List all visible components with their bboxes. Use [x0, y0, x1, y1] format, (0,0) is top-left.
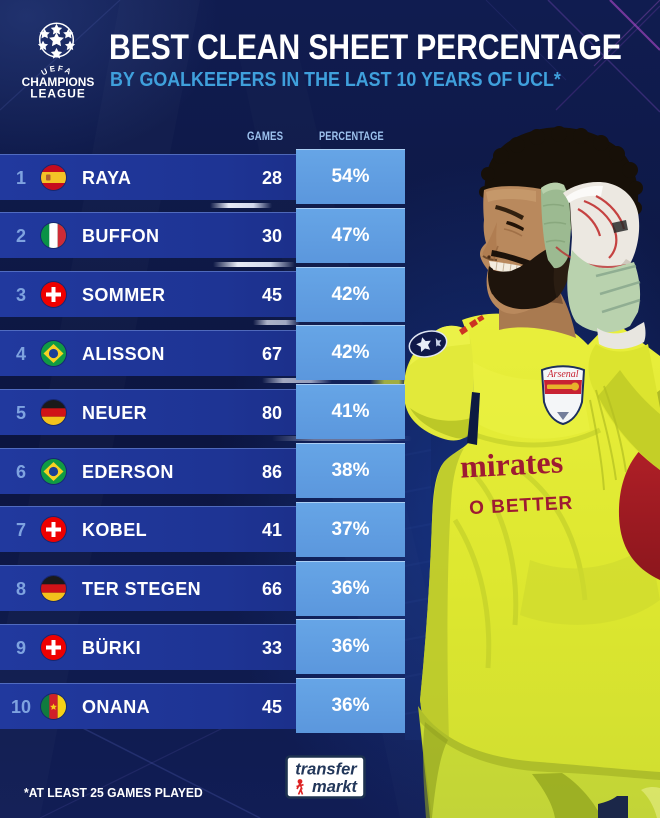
svg-text:transfer: transfer: [295, 761, 358, 779]
svg-text:markt: markt: [312, 778, 358, 796]
svg-text:LEAGUE: LEAGUE: [30, 87, 86, 101]
svg-text:mirates: mirates: [459, 443, 564, 484]
svg-text:CHAMPIONS: CHAMPIONS: [22, 75, 95, 89]
svg-text:Arsenal: Arsenal: [546, 369, 578, 380]
